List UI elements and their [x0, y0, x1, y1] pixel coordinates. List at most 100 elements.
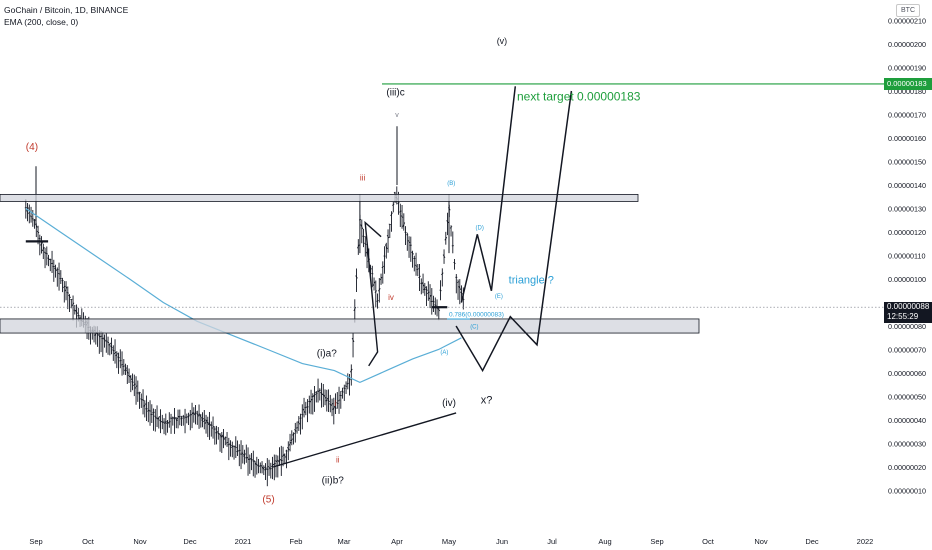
price-bar-tick [215, 431, 218, 434]
wave-label: (iv) [442, 398, 456, 409]
price-bar-tick [346, 382, 349, 385]
wave-label: triangle ? [509, 275, 554, 287]
time-tick-label: Mar [338, 537, 351, 546]
price-bar-tick [292, 432, 295, 436]
price-bar-tick [113, 351, 117, 355]
time-tick-label: Apr [391, 537, 403, 546]
wave-label: (5) [262, 494, 274, 505]
price-bar-tick [64, 286, 68, 292]
price-bar-tick [29, 215, 33, 218]
price-bar-tick [376, 300, 379, 302]
price-bar-tick [334, 407, 337, 409]
price-bar-tick [134, 385, 138, 389]
price-tick-label: 0.00000120 [888, 228, 926, 237]
time-tick-label: Feb [290, 537, 303, 546]
time-tick-label: Nov [133, 537, 147, 546]
price-tick-label: 0.00000050 [888, 393, 926, 402]
price-bar-tick [210, 423, 213, 426]
indicator-label[interactable]: EMA (200, close, 0) [4, 17, 79, 27]
price-bar-tick [129, 375, 133, 381]
price-bar-tick [374, 290, 378, 293]
price-bar-tick [456, 281, 460, 283]
price-bar-tick [353, 306, 357, 312]
wave-label: iii [360, 173, 366, 182]
wave-label: i [334, 399, 336, 408]
price-bar-tick [194, 411, 197, 414]
price-bar-tick [290, 438, 294, 442]
time-tick-label: Dec [805, 537, 819, 546]
axis-unit-badge[interactable]: BTC [896, 4, 920, 17]
price-bar-tick [348, 378, 351, 381]
price-bar-tick [330, 403, 334, 406]
price-bar-tick [203, 419, 206, 423]
target-price-value: 0.00000183 [887, 78, 927, 88]
price-bar-tick [173, 416, 176, 420]
price-bar-tick [322, 393, 325, 396]
time-tick-label: Sep [29, 537, 42, 546]
price-bar-tick [115, 353, 119, 357]
projection-bullish [460, 86, 517, 303]
price-bar-tick [399, 210, 402, 213]
price-bar-tick [432, 300, 435, 303]
price-bar-tick [108, 342, 112, 346]
price-bar-tick [407, 240, 411, 243]
wave-label: (C) [470, 324, 478, 330]
price-bar-tick [294, 429, 297, 432]
ema-series [25, 208, 462, 384]
price-bar-tick [125, 369, 129, 374]
price-bar-tick [136, 392, 139, 394]
price-bar-tick [124, 367, 127, 372]
price-bar-tick [77, 314, 80, 317]
price-bar-tick [446, 220, 449, 224]
wave-label: (4) [26, 142, 38, 153]
price-bar-tick [57, 273, 61, 275]
price-bar-tick [231, 445, 234, 448]
elliott-wave-drawings [25, 86, 573, 468]
price-bar-tick [316, 390, 320, 392]
price-bar-tick [133, 383, 136, 386]
wave-label: next target 0.00000183 [517, 89, 641, 103]
price-bar-tick [168, 421, 171, 423]
price-bar-tick [397, 202, 400, 204]
price-series [24, 126, 465, 487]
price-bar-tick [262, 466, 266, 470]
price-bar-tick [140, 398, 143, 400]
current-price-badge: 0.00000088 12:55:29 [884, 302, 932, 324]
time-tick-label: Dec [183, 537, 197, 546]
price-tick-label: 0.00000070 [888, 346, 926, 355]
price-bar-tick [267, 466, 271, 469]
price-bar-tick [248, 457, 252, 460]
wave-label: (i)a? [317, 349, 337, 360]
price-bar-tick [187, 415, 190, 418]
price-bar-tick [110, 345, 113, 349]
price-bar-tick [220, 434, 224, 438]
price-bar-tick [351, 337, 355, 342]
price-bar-tick [131, 381, 134, 383]
price-bar-tick [224, 437, 227, 439]
zone-band [0, 318, 700, 334]
price-bar-tick [41, 246, 45, 252]
price-bar-tick [309, 398, 313, 403]
symbol-title[interactable]: GoChain / Bitcoin, 1D, BINANCE [4, 5, 129, 15]
price-bar-tick [180, 417, 183, 420]
price-bar-tick [402, 222, 406, 227]
price-tick-label: 0.00000150 [888, 158, 926, 167]
time-tick-label: Oct [702, 537, 715, 546]
price-bar-tick [281, 454, 285, 457]
price-bar-tick [99, 335, 103, 338]
price-bar-tick [418, 275, 421, 279]
current-price-value: 0.00000088 [887, 302, 930, 312]
price-bar-tick [197, 413, 201, 417]
price-bar-tick [199, 415, 203, 419]
price-bar-tick [453, 262, 456, 264]
price-bar-tick [283, 454, 287, 458]
price-bar-tick [152, 411, 155, 414]
price-bar-tick [439, 289, 442, 292]
price-bar-tick [157, 416, 161, 420]
price-bar-tick [329, 403, 332, 406]
price-bar-tick [343, 387, 346, 389]
price-tick-label: 0.00000130 [888, 205, 926, 214]
price-bar-tick [434, 304, 437, 306]
price-bar-tick [164, 421, 168, 424]
